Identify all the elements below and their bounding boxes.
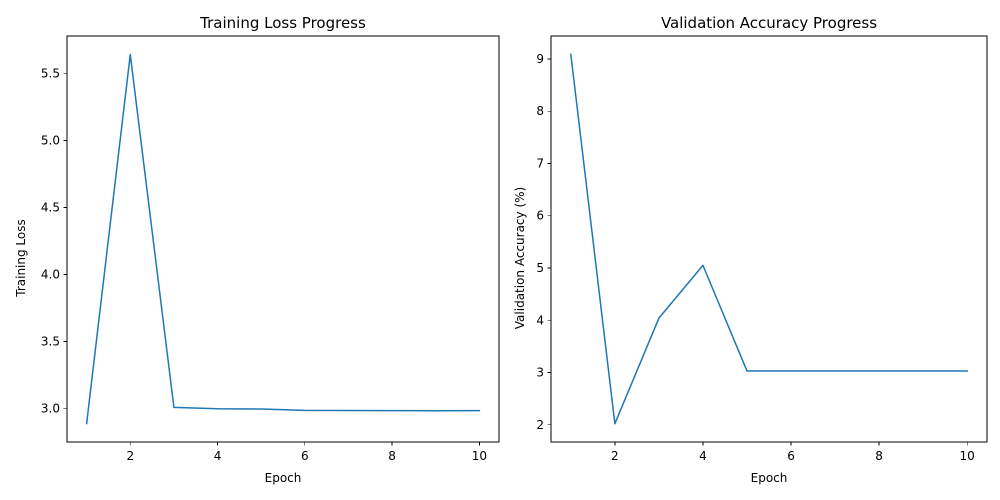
x-tick-label: 2 xyxy=(126,449,134,463)
y-tick-label: 3.5 xyxy=(41,335,60,349)
chart-title: Training Loss Progress xyxy=(199,14,366,32)
x-axis-label: Epoch xyxy=(265,471,302,485)
x-axis-label: Epoch xyxy=(751,471,788,485)
training-loss-chart: Training Loss Progress Epoch Training Lo… xyxy=(14,14,500,485)
y-tick-label: 7 xyxy=(536,156,544,170)
y-tick-label: 9 xyxy=(536,52,544,66)
x-tick-label: 2 xyxy=(611,449,619,463)
x-tick-label: 8 xyxy=(875,449,883,463)
y-tick-label: 8 xyxy=(536,104,544,118)
series-line xyxy=(85,53,481,425)
x-tick-label: 8 xyxy=(388,449,396,463)
x-tick-label: 10 xyxy=(472,449,487,463)
y-tick-label: 4.5 xyxy=(41,200,60,214)
plot-frame xyxy=(550,35,988,443)
y-tick-label: 5.5 xyxy=(41,66,60,80)
x-tick-label: 6 xyxy=(301,449,309,463)
y-tick-label: 5.0 xyxy=(41,133,60,147)
y-tick-label: 2 xyxy=(536,418,544,432)
y-axis-label: Training Loss xyxy=(14,219,28,297)
y-axis-label: Validation Accuracy (%) xyxy=(513,187,527,329)
y-tick-label: 4 xyxy=(536,313,544,327)
y-tick-label: 4.0 xyxy=(41,268,60,282)
validation-accuracy-chart: Validation Accuracy Progress Epoch Valid… xyxy=(513,14,988,485)
x-tick-label: 4 xyxy=(214,449,222,463)
y-tick-label: 5 xyxy=(536,261,544,275)
chart-title: Validation Accuracy Progress xyxy=(661,14,877,32)
y-tick-label: 3 xyxy=(536,366,544,380)
x-tick-label: 10 xyxy=(960,449,975,463)
y-tick-label: 6 xyxy=(536,209,544,223)
y-tick-label: 3.0 xyxy=(41,402,60,416)
x-tick-label: 6 xyxy=(787,449,795,463)
x-tick-label: 4 xyxy=(699,449,707,463)
series-line xyxy=(569,53,968,425)
plot-frame xyxy=(66,35,500,443)
